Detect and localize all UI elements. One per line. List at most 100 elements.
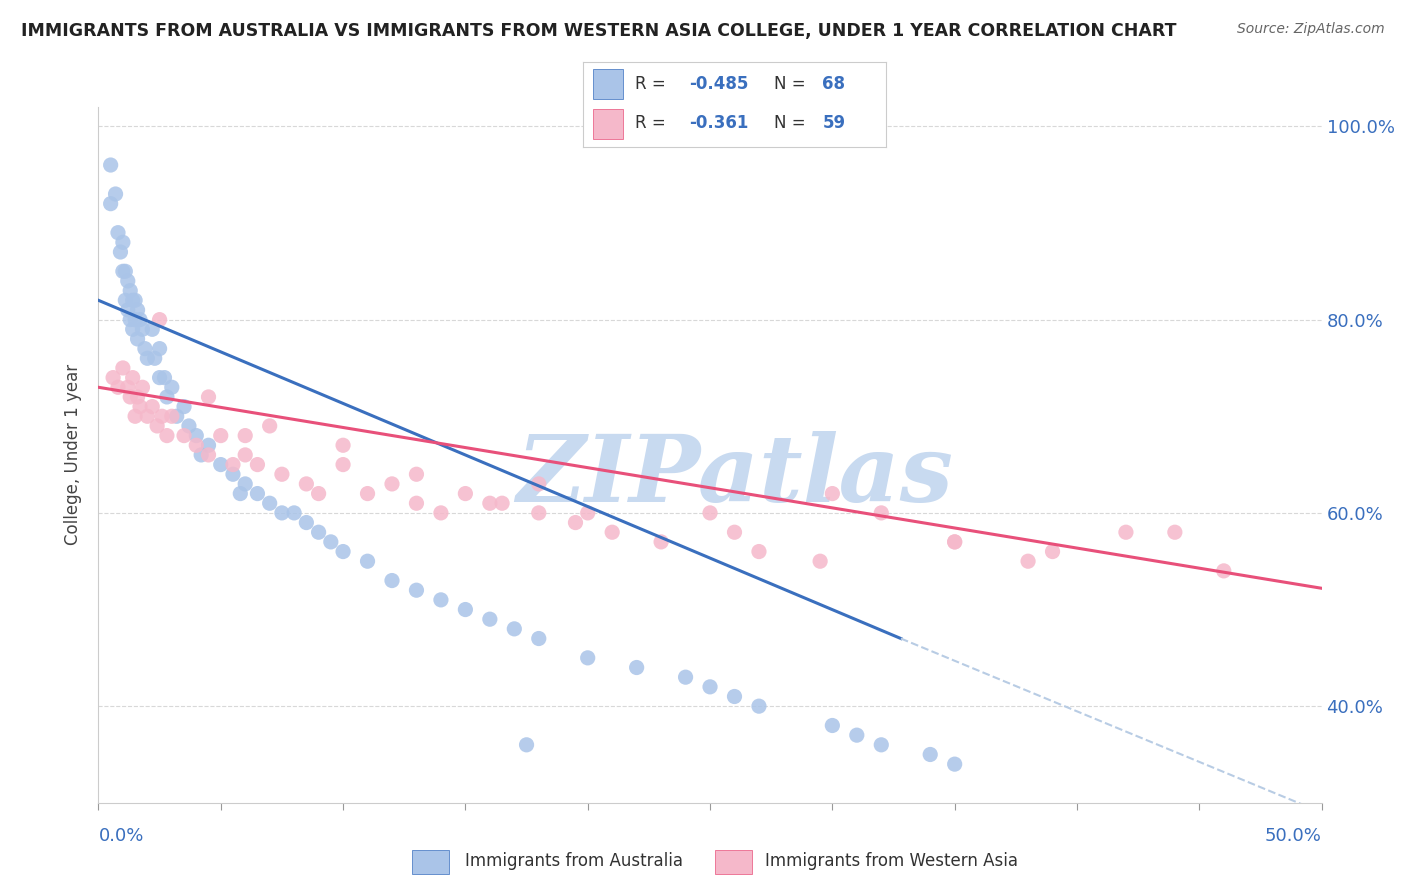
Point	[121, 370, 143, 384]
Point	[259, 496, 281, 510]
Point	[270, 467, 294, 482]
Text: R =: R =	[636, 114, 671, 132]
Point	[308, 525, 330, 540]
Point	[111, 361, 134, 376]
Point	[156, 390, 179, 404]
Point	[141, 400, 163, 414]
Point	[405, 583, 427, 598]
Point	[600, 525, 623, 540]
Point	[233, 428, 256, 442]
Bar	[716, 849, 752, 874]
Point	[117, 303, 139, 318]
Point	[576, 651, 599, 665]
Point	[356, 554, 378, 568]
Point	[381, 476, 404, 491]
Point	[650, 535, 672, 549]
Point	[295, 476, 318, 491]
Point	[107, 380, 129, 394]
Point	[283, 506, 305, 520]
Point	[478, 496, 501, 510]
Point	[699, 506, 721, 520]
Text: Immigrants from Australia: Immigrants from Australia	[465, 852, 683, 870]
Text: N =: N =	[773, 75, 811, 93]
Point	[430, 592, 453, 607]
Point	[160, 380, 183, 394]
Point	[246, 486, 269, 500]
Point	[491, 496, 513, 510]
Text: ZIPatlas: ZIPatlas	[516, 431, 953, 521]
Text: IMMIGRANTS FROM AUSTRALIA VS IMMIGRANTS FROM WESTERN ASIA COLLEGE, UNDER 1 YEAR : IMMIGRANTS FROM AUSTRALIA VS IMMIGRANTS …	[21, 22, 1177, 40]
Point	[748, 699, 770, 714]
Point	[110, 244, 132, 259]
Text: -0.361: -0.361	[689, 114, 748, 132]
Point	[222, 458, 245, 472]
Point	[259, 419, 281, 434]
Text: 68: 68	[823, 75, 845, 93]
Point	[129, 312, 152, 326]
Point	[870, 738, 893, 752]
Point	[1164, 525, 1187, 540]
Point	[332, 438, 354, 452]
Text: 50.0%: 50.0%	[1265, 827, 1322, 845]
Point	[111, 235, 134, 250]
Point	[222, 467, 245, 482]
Point	[131, 380, 153, 394]
Bar	[412, 849, 450, 874]
Point	[478, 612, 501, 626]
Point	[626, 660, 648, 674]
Point	[943, 757, 966, 772]
Point	[186, 428, 208, 442]
Point	[124, 409, 146, 424]
Point	[121, 293, 143, 308]
Point	[149, 370, 172, 384]
Point	[454, 486, 477, 500]
Point	[136, 409, 159, 424]
Point	[943, 535, 966, 549]
Point	[381, 574, 404, 588]
Point	[503, 622, 526, 636]
Point	[131, 322, 153, 336]
Point	[173, 400, 195, 414]
Point	[748, 544, 770, 558]
Point	[308, 486, 330, 500]
Text: 0.0%: 0.0%	[98, 827, 143, 845]
Text: Source: ZipAtlas.com: Source: ZipAtlas.com	[1237, 22, 1385, 37]
Point	[527, 506, 550, 520]
Point	[136, 351, 159, 366]
Point	[124, 293, 146, 308]
Point	[141, 322, 163, 336]
Point	[821, 718, 844, 732]
Point	[675, 670, 697, 684]
Point	[270, 506, 294, 520]
Point	[129, 400, 152, 414]
Text: 59: 59	[823, 114, 845, 132]
Point	[295, 516, 318, 530]
Point	[699, 680, 721, 694]
Point	[246, 458, 269, 472]
Point	[527, 632, 550, 646]
Point	[101, 370, 124, 384]
Point	[127, 303, 149, 318]
Point	[454, 602, 477, 616]
Point	[117, 274, 139, 288]
Point	[564, 516, 586, 530]
Point	[233, 476, 256, 491]
Point	[120, 390, 142, 404]
Point	[576, 506, 599, 520]
Point	[127, 332, 149, 346]
Point	[209, 458, 232, 472]
Text: Immigrants from Western Asia: Immigrants from Western Asia	[765, 852, 1018, 870]
Point	[114, 264, 136, 278]
Point	[149, 312, 172, 326]
Point	[723, 525, 745, 540]
Point	[166, 409, 188, 424]
Point	[197, 390, 219, 404]
Point	[1042, 544, 1064, 558]
Point	[527, 476, 550, 491]
Bar	[592, 70, 623, 99]
Point	[356, 486, 378, 500]
Point	[197, 448, 219, 462]
Point	[127, 390, 149, 404]
Text: -0.485: -0.485	[689, 75, 748, 93]
Point	[920, 747, 942, 762]
